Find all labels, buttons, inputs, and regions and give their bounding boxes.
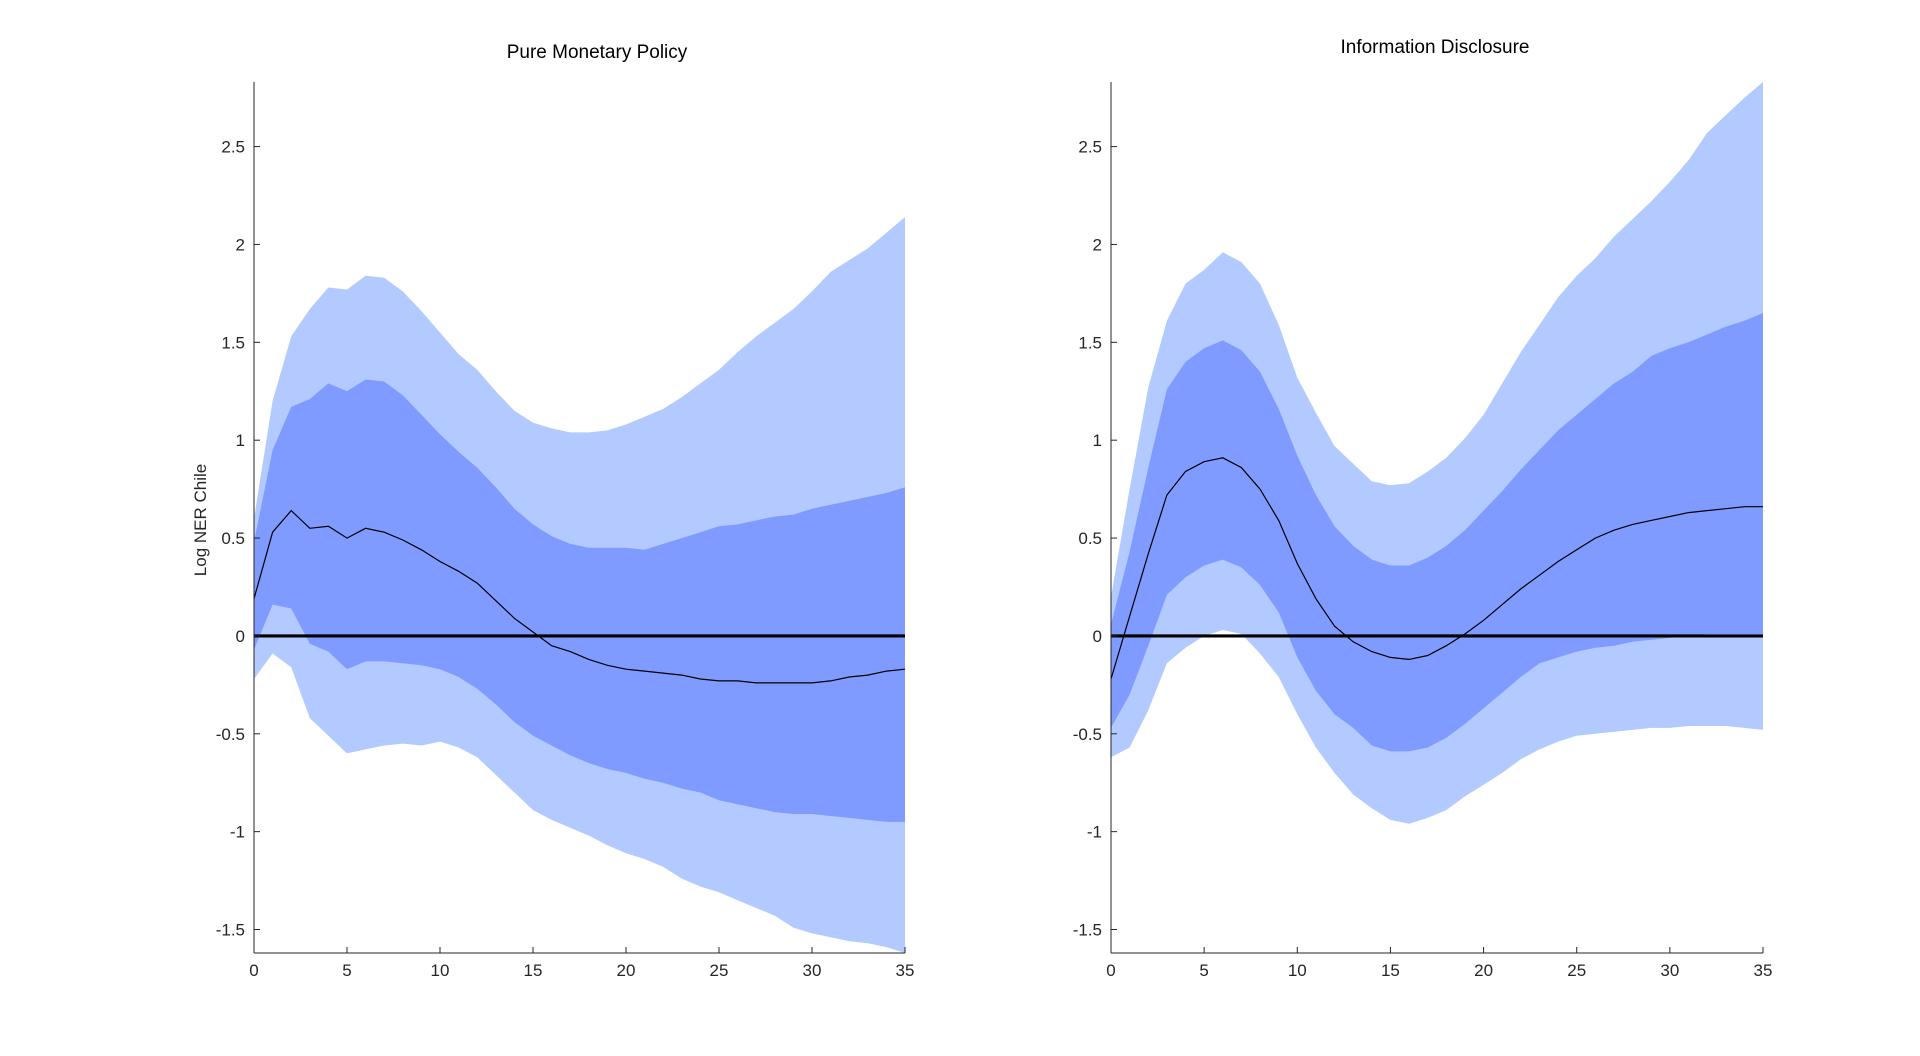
chart-information-disclosure: Information Disclosure -1.5 -1 -0.5 0 0.5 1 1.… [1073,37,1773,980]
x-tick-label: 20 [1474,961,1493,980]
y-tick-label: 0 [236,627,245,646]
y-tick-label: -0.5 [1073,725,1102,744]
y-tick-label: -0.5 [216,725,245,744]
y-tick-label: -1 [230,823,245,842]
y-tick-label: 2 [236,235,245,254]
x-tick-label: 20 [617,961,636,980]
y-tick-label: -1 [1087,823,1102,842]
median-and-zero-lines [1110,457,1763,680]
x-tick-label: 10 [431,961,450,980]
y-tick-label: 0 [1093,627,1102,646]
y-tick-label: 1.5 [221,333,245,352]
axes: -1.5 -1 -0.5 0 0.5 1 1.5 2 2.5 0 5 10 15 20 25 30 35 [216,82,915,980]
median-and-zero-lines [253,509,906,684]
y-axis-label: Log NER Chile [191,464,210,576]
x-tick-label: 30 [1660,961,1679,980]
y-tick-label: 0.5 [1078,529,1102,548]
y-tick-label: 2 [1093,235,1102,254]
y-tick-label: -1.5 [1073,921,1102,940]
x-tick-label: 10 [1288,961,1307,980]
inner-credible-band [254,379,905,822]
y-tick-label: 1.5 [1078,333,1102,352]
x-tick-label: 15 [1381,961,1400,980]
x-tick-label: 25 [1567,961,1586,980]
y-tick-label: 1 [1093,431,1102,450]
median-response-line [253,509,906,684]
x-tick-label: 5 [1199,961,1208,980]
x-tick-label: 30 [803,961,822,980]
y-tick-label: 0.5 [221,529,245,548]
x-tick-label: 5 [342,961,351,980]
y-tick-label: 1 [236,431,245,450]
chart-title: Information Disclosure [1340,37,1529,58]
axes: -1.5 -1 -0.5 0 0.5 1 1.5 2 2.5 0 5 10 15 20 25 30 35 [1073,82,1773,980]
x-tick-label: 0 [249,961,258,980]
uncertainty-bands [254,217,905,954]
x-tick-label: 35 [1754,961,1773,980]
median-response-line [1110,457,1763,680]
inner-credible-band [1111,313,1763,752]
x-tick-label: 35 [896,961,915,980]
x-tick-label: 25 [710,961,729,980]
y-tick-label: -1.5 [216,921,245,940]
y-tick-label: 2.5 [1078,138,1102,157]
chart-title: Pure Monetary Policy [507,42,688,63]
x-tick-label: 15 [524,961,543,980]
chart-pure-monetary-policy: Pure Monetary Policy Log NER Chile -1.5-… [191,42,914,980]
uncertainty-bands [1111,82,1763,824]
x-tick-label: 0 [1106,961,1115,980]
y-tick-label: 2.5 [221,138,245,157]
